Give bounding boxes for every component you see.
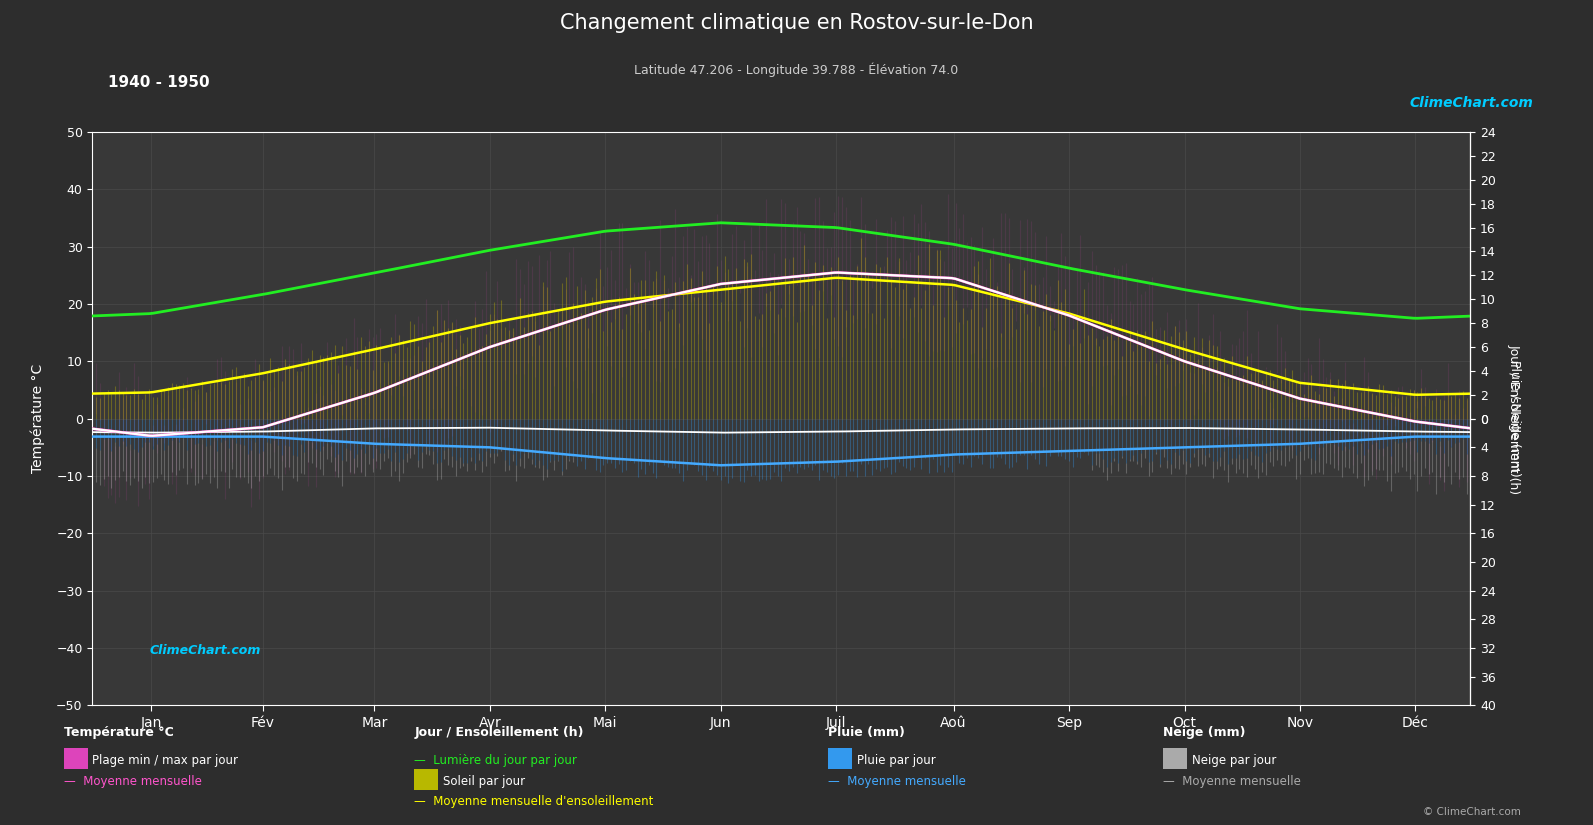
Text: Jour / Ensoleillement (h): Jour / Ensoleillement (h): [414, 726, 583, 739]
Text: Pluie (mm): Pluie (mm): [828, 726, 905, 739]
Text: 1940 - 1950: 1940 - 1950: [108, 74, 210, 90]
Text: © ClimeChart.com: © ClimeChart.com: [1424, 807, 1521, 817]
Y-axis label: Pluie / Neige (mm): Pluie / Neige (mm): [1509, 361, 1521, 477]
Text: Pluie par jour: Pluie par jour: [857, 754, 935, 767]
Text: —  Moyenne mensuelle: — Moyenne mensuelle: [64, 775, 202, 788]
Text: Soleil par jour: Soleil par jour: [443, 775, 526, 788]
Text: Latitude 47.206 - Longitude 39.788 - Élévation 74.0: Latitude 47.206 - Longitude 39.788 - Élé…: [634, 63, 959, 78]
Text: —  Lumière du jour par jour: — Lumière du jour par jour: [414, 754, 577, 767]
Text: —  Moyenne mensuelle: — Moyenne mensuelle: [828, 775, 967, 788]
Y-axis label: Température °C: Température °C: [30, 364, 45, 474]
Text: Neige par jour: Neige par jour: [1192, 754, 1276, 767]
Text: Changement climatique en Rostov-sur-le-Don: Changement climatique en Rostov-sur-le-D…: [559, 13, 1034, 33]
Y-axis label: Jour / Ensoleillement (h): Jour / Ensoleillement (h): [1509, 344, 1521, 493]
Text: —  Moyenne mensuelle d'ensoleillement: — Moyenne mensuelle d'ensoleillement: [414, 795, 653, 808]
Text: ClimeChart.com: ClimeChart.com: [1410, 97, 1534, 111]
Text: —  Moyenne mensuelle: — Moyenne mensuelle: [1163, 775, 1301, 788]
Text: ClimeChart.com: ClimeChart.com: [150, 644, 261, 657]
Text: Température °C: Température °C: [64, 726, 174, 739]
Text: Plage min / max par jour: Plage min / max par jour: [92, 754, 239, 767]
Text: Neige (mm): Neige (mm): [1163, 726, 1246, 739]
